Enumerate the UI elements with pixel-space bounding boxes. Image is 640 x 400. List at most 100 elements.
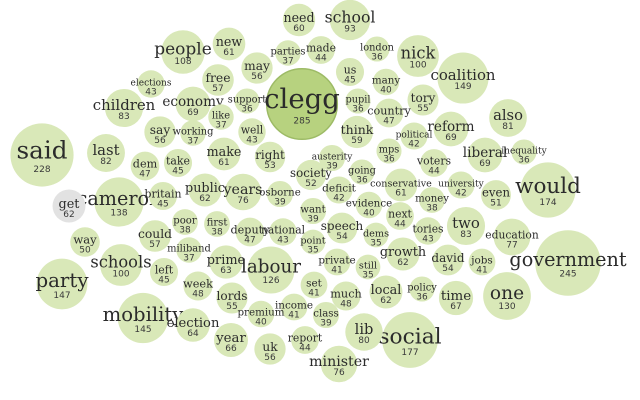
bubble-count: 47: [139, 170, 150, 180]
bubble-word: labour: [241, 257, 301, 278]
bubble-circle: [299, 197, 327, 225]
bubble-count: 42: [408, 139, 419, 149]
bubble-word: two: [452, 214, 480, 232]
bubble-circle: [117, 292, 169, 344]
bubble-circle: [300, 271, 328, 299]
bubble-count: 56: [154, 136, 166, 146]
bubble-word: many: [372, 75, 401, 87]
bubble-circle: [238, 118, 266, 146]
bubble-count: 44: [315, 54, 327, 64]
bubble-circle: [481, 180, 511, 210]
bubble-circle: [382, 312, 438, 368]
bubble-count: 63: [220, 266, 231, 276]
bubble-word: social: [378, 324, 441, 349]
bubble-count: 50: [79, 246, 91, 256]
bubble-word: could: [138, 227, 172, 241]
bubble-count: 36: [356, 175, 368, 185]
bubble-circle: [414, 217, 442, 245]
bubble-word: parties: [271, 46, 306, 57]
bubble-count: 38: [179, 226, 191, 236]
bubble-word: growth: [380, 245, 426, 260]
bubble-circle: [209, 245, 243, 279]
bubble-word: government: [509, 248, 626, 271]
bubble-word: osborne: [259, 188, 300, 199]
bubble-circle: [70, 227, 100, 257]
bubble-word: britain: [144, 188, 181, 201]
bubble-word: money: [415, 194, 449, 205]
bubble-word: london: [360, 42, 395, 53]
bubble-word: next: [388, 208, 412, 221]
bubble-count: 126: [262, 276, 279, 286]
bubble-circle: [335, 57, 365, 87]
bubble-circle: [100, 244, 142, 286]
bubble-circle: [331, 281, 361, 311]
bubble-count: 138: [110, 208, 127, 218]
bubble-circle: [447, 171, 475, 199]
bubble-circle: [269, 218, 297, 246]
bubble-word: make: [207, 144, 242, 159]
bubble-circle: [397, 35, 439, 77]
bubble-circle: [183, 271, 213, 301]
bubble-circle: [212, 27, 246, 61]
bubble-word: tory: [411, 91, 436, 105]
bubble-count: 39: [326, 161, 338, 171]
bubble-circle: [254, 333, 286, 365]
bubble-circle: [437, 52, 489, 104]
bubble-word: want: [300, 205, 326, 216]
bubble-circle: [493, 218, 531, 256]
bubble-word: still: [359, 260, 377, 271]
bubble-count: 147: [53, 291, 70, 301]
bubble-count: 57: [212, 84, 223, 94]
bubble-word: coalition: [430, 66, 495, 84]
bubble-word: david: [431, 251, 464, 265]
bubble-word: last: [92, 142, 119, 159]
bubble-circle: [295, 159, 327, 191]
bubble-circle: [247, 300, 275, 328]
bubble-word: evidence: [346, 198, 392, 210]
bubble-circle: [280, 293, 308, 321]
bubble-count: 245: [559, 269, 576, 279]
bubble-circle: [265, 67, 339, 141]
bubble-circle: [180, 120, 206, 146]
bubble-word: party: [35, 269, 89, 292]
bubble-word: one: [490, 283, 524, 304]
bubble-circle: [318, 144, 346, 172]
bubble-circle: [87, 134, 125, 172]
bubble-word: first: [207, 218, 228, 229]
bubble-circle: [407, 84, 439, 116]
bubble-count: 174: [539, 198, 556, 208]
bubble-count: 56: [251, 72, 263, 82]
bubble-count: 66: [225, 344, 237, 354]
bubble-count: 40: [363, 209, 375, 219]
bubble-circle: [433, 111, 469, 147]
bubble-count: 100: [409, 60, 426, 70]
bubble-count: 177: [401, 348, 418, 358]
bubble-circle: [384, 168, 418, 202]
bubble-count: 48: [192, 290, 204, 300]
bubble-count: 145: [134, 325, 151, 335]
